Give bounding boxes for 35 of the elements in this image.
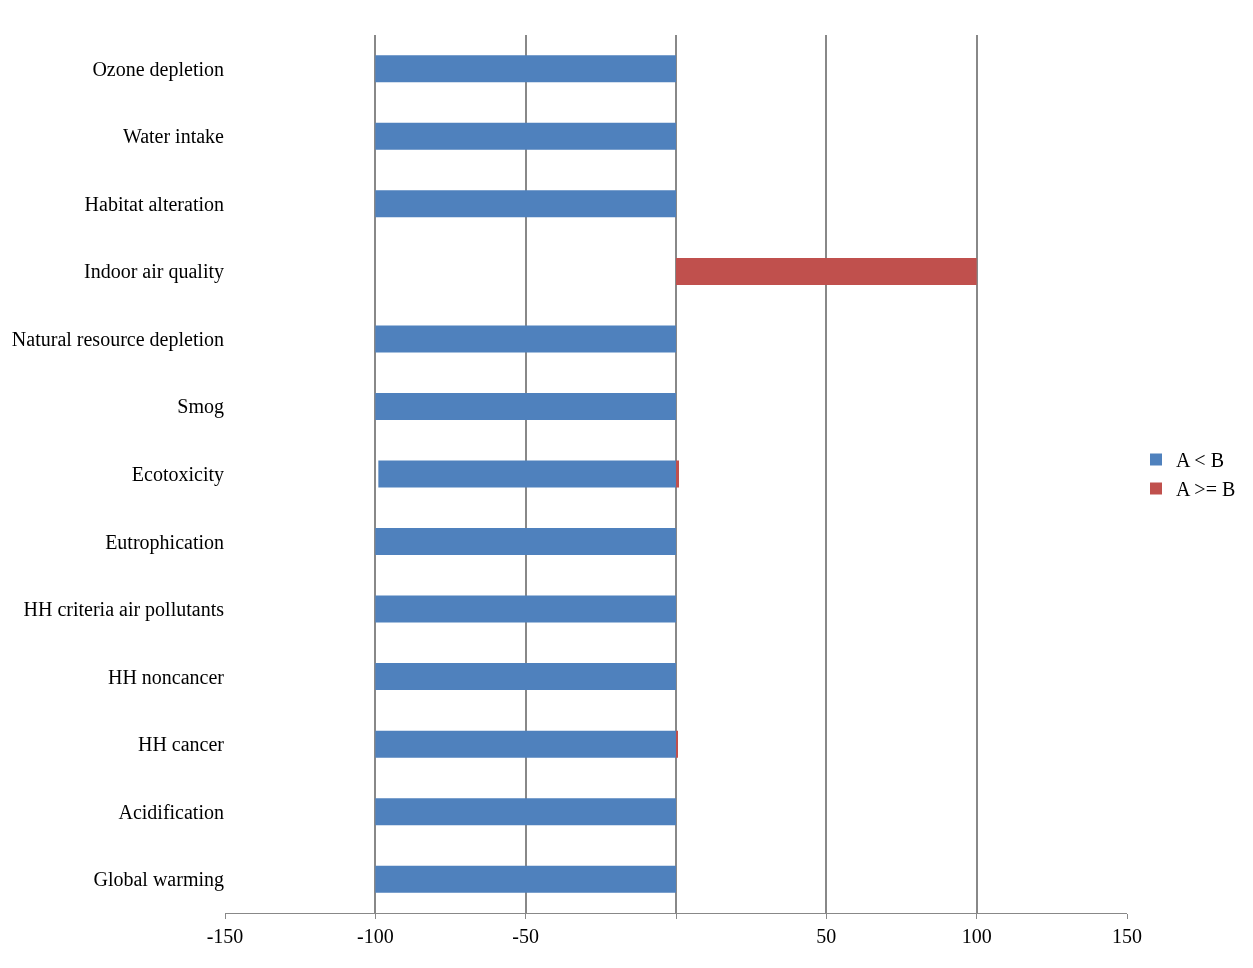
bar [375,663,676,691]
legend-label: A < B [1176,449,1224,472]
x-tick-label: 50 [816,925,837,947]
y-tick-label: Water intake [122,125,225,148]
bar [375,730,676,758]
y-tick-label: Global warming [93,868,224,892]
y-tick-label: HH noncancer [107,665,225,688]
x-tick-label: 150 [1112,925,1142,947]
x-tick-label: -150 [206,925,244,947]
y-tick-label: HH cancer [137,733,225,756]
y-tick-label: Smog [177,395,224,419]
y-tick-label: Natural resource depletion [11,327,224,351]
y-tick-label: Indoor air quality [84,260,224,284]
x-tick-label: -100 [356,925,394,947]
bar [676,460,680,488]
bar [375,325,676,353]
bar [375,55,676,83]
bar [375,392,676,420]
bar [375,528,676,556]
y-tick-label: Acidification [118,800,224,823]
y-tick-label: Ozone depletion [92,57,224,81]
y-tick-label: Eutrophication [105,530,224,554]
y-tick-label: HH criteria air pollutants [23,598,225,622]
x-tick-label: 100 [961,925,992,947]
bar [676,257,977,285]
bar [375,865,676,893]
bar [375,122,676,150]
bar [378,460,676,488]
y-tick-label: Ecotoxicity [131,463,224,486]
legend-label: A >= B [1176,478,1236,501]
x-tick-label: -50 [512,925,540,947]
bar [375,595,676,623]
y-tick-label: Habitat alteration [84,192,224,215]
bar [375,190,676,218]
bar [375,798,676,826]
